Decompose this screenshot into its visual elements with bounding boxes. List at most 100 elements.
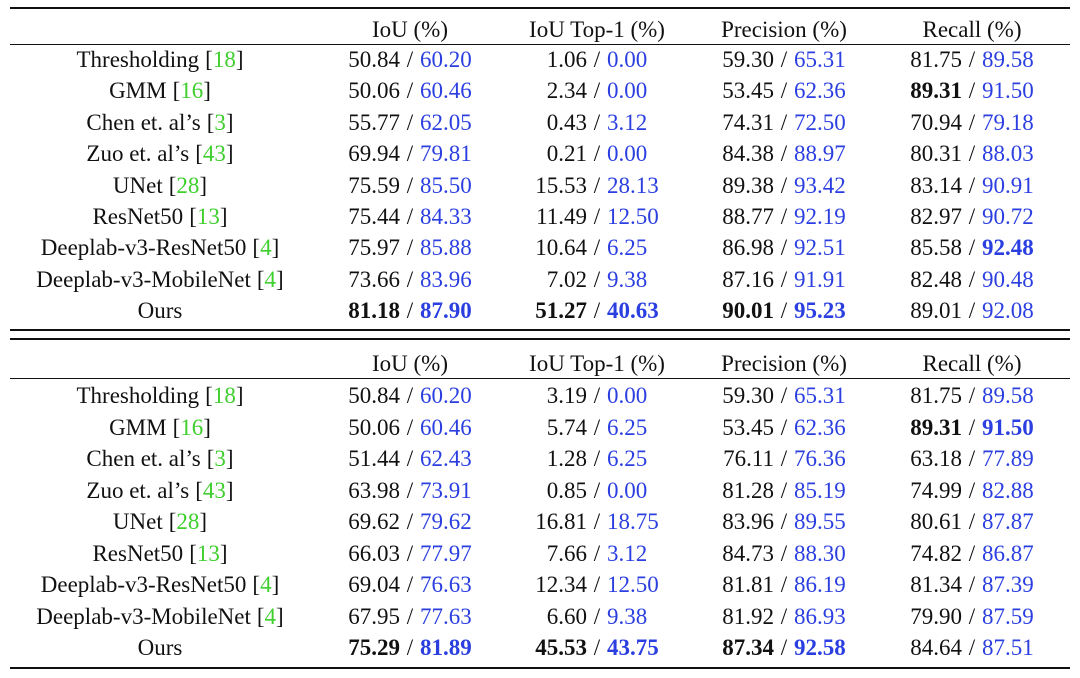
bracket: [ (252, 235, 261, 261)
method-name: ResNet50 (92, 204, 184, 229)
value: 91.50 (982, 414, 1034, 440)
value: 75.97 (348, 235, 400, 261)
value: 90.91 (982, 172, 1034, 198)
value: 84.38 (722, 141, 774, 167)
separator: / (968, 383, 976, 408)
method-name: Zuo et. al’s (86, 477, 190, 503)
bracket: [ (256, 603, 265, 629)
value: 86.19 (794, 572, 846, 597)
separator: / (593, 78, 601, 104)
value: 0.00 (607, 383, 648, 408)
bracket: ] (203, 78, 211, 104)
separator: / (780, 266, 788, 292)
citation: 16 (180, 78, 204, 104)
separator: / (780, 540, 788, 566)
bracket: [ (205, 383, 213, 408)
value: 3.19 (546, 383, 587, 408)
value: 76.63 (420, 572, 472, 597)
separator: / (593, 446, 601, 471)
value: 89.31 (910, 414, 962, 440)
value: 81.92 (722, 603, 774, 629)
value: 84.64 (910, 635, 962, 660)
bracket: ] (219, 204, 228, 229)
value: 81.18 (348, 298, 400, 324)
bracket: [ (168, 172, 177, 198)
value: 75.29 (348, 635, 400, 660)
separator: / (968, 109, 976, 135)
bracket: ] (199, 172, 208, 198)
value: 85.88 (420, 235, 472, 261)
value: 0.00 (607, 47, 648, 72)
value: 0.00 (607, 141, 648, 167)
method-name: Chen et. al’s (86, 109, 201, 135)
bracket: ] (235, 47, 244, 72)
value: 5.74 (546, 414, 587, 440)
value: 92.51 (794, 235, 846, 261)
bracket: [ (189, 540, 197, 566)
value: 72.50 (794, 109, 846, 135)
separator: / (593, 141, 601, 167)
value: 28.13 (607, 172, 659, 198)
method-name: Deeplab-v3-ResNet50 (40, 572, 247, 597)
method-name: UNet (112, 509, 163, 534)
separator: / (780, 603, 788, 629)
method-name: Thresholding (76, 383, 200, 408)
value: 93.42 (794, 172, 846, 198)
separator: / (406, 109, 414, 135)
method-name: Chen et. al’s (86, 446, 201, 471)
bracket: ] (203, 414, 211, 440)
value: 82.48 (910, 266, 962, 292)
separator: / (406, 603, 414, 629)
separator: / (406, 141, 414, 167)
value: 89.38 (722, 172, 774, 198)
value: 79.62 (420, 509, 472, 534)
value: 77.63 (420, 603, 472, 629)
method-cell: ResNet50 [13] (10, 202, 310, 232)
value: 74.82 (910, 540, 962, 566)
value: 89.55 (794, 509, 846, 534)
separator: / (780, 414, 788, 440)
method-name: UNet (112, 172, 163, 198)
value: 53.45 (722, 78, 774, 104)
value: 82.88 (982, 477, 1034, 503)
value: 50.84 (348, 47, 400, 72)
value: 16.81 (535, 509, 587, 534)
value: 45.53 (535, 635, 587, 660)
value: 79.18 (982, 109, 1034, 135)
separator: / (593, 603, 601, 629)
method-cell: Deeplab-v3-MobileNet [4] (10, 265, 310, 295)
method-cell: UNet [28] (10, 171, 310, 201)
separator: / (780, 141, 788, 167)
separator: / (406, 383, 414, 408)
value: 83.96 (420, 266, 472, 292)
citation: 18 (212, 47, 236, 72)
value: 60.20 (420, 383, 472, 408)
value: 69.62 (348, 509, 400, 534)
bracket: [ (195, 141, 203, 167)
value: 43.75 (607, 635, 659, 660)
rule (10, 378, 1070, 379)
separator: / (780, 509, 788, 534)
separator: / (593, 109, 601, 135)
value: 81.81 (722, 572, 774, 597)
separator: / (968, 235, 976, 261)
separator: / (406, 635, 414, 660)
rule (10, 338, 1070, 340)
separator: / (406, 446, 414, 471)
value: 53.45 (722, 414, 774, 440)
column-header: IoU Top-1 (%) (529, 351, 665, 376)
value: 77.89 (982, 446, 1034, 471)
value: 67.95 (348, 603, 400, 629)
separator: / (593, 172, 601, 198)
value: 18.75 (607, 509, 659, 534)
separator: / (593, 383, 601, 408)
separator: / (406, 414, 414, 440)
citation: 43 (202, 141, 226, 167)
separator: / (968, 266, 976, 292)
value: 65.31 (794, 47, 846, 72)
separator: / (593, 266, 601, 292)
value: 75.44 (348, 204, 400, 229)
value: 90.72 (982, 204, 1034, 229)
citation: 13 (196, 204, 220, 229)
value: 88.77 (722, 204, 774, 229)
